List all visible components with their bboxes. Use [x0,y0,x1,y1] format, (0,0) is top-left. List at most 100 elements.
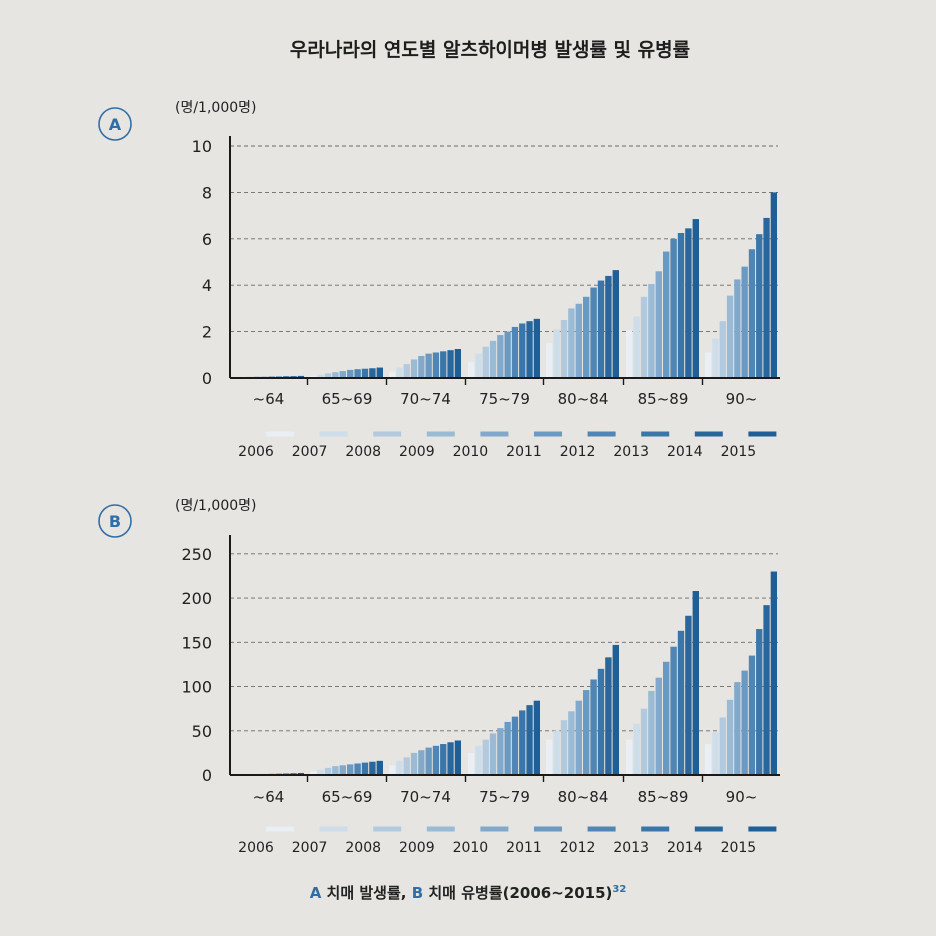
legend-year-label: 2007 [292,840,328,856]
legend-swatch [748,431,777,437]
bar [605,657,612,775]
legend-year-label: 2013 [613,444,649,460]
bar [389,765,396,775]
bar [533,318,540,378]
x-category-label: 85~89 [638,788,689,806]
bar [432,745,440,775]
panel-b: B (명/1,000명) 0 50 100 150 200 250 ~64 65~69 70~74 7… [98,498,780,856]
bar [741,670,748,775]
bar [685,228,692,378]
bar [376,367,383,378]
bar [497,335,504,378]
legend-swatch [534,431,562,437]
legend-swatch [373,431,402,437]
y-tick-label: 0 [202,369,212,388]
x-category-label: 75~79 [479,390,530,408]
bar [712,732,719,775]
bar [376,760,383,775]
legend-swatch [480,431,509,437]
bar [734,682,741,775]
bar [511,326,519,378]
bar [705,744,712,775]
bar [726,295,734,378]
bar [418,355,425,378]
bar [685,615,692,775]
bar [526,321,533,378]
bar [297,772,304,775]
legend-swatch [587,826,616,832]
bar [396,367,403,378]
y-unit-label: (명/1,000명) [175,100,256,116]
bar [339,765,346,775]
bar [705,352,712,378]
legend-swatch [319,826,348,832]
panel-a: A (명/1,000명) 0 2 4 6 8 10 ~64 65~69 70~74 75~79 80~8… [98,100,780,460]
bar [655,271,662,378]
bar [726,699,734,775]
legend-year-label: 2008 [345,840,381,856]
bar [763,605,770,775]
x-category-label: 80~84 [558,390,609,408]
bar [310,375,317,378]
y-tick-label: 8 [202,183,212,202]
bar [361,762,369,775]
bar [640,296,648,378]
caption-b-text: 치매 유병률(2006~2015) [428,884,613,902]
bar [519,710,526,775]
legend-swatch [480,826,509,832]
x-category-label: 70~74 [400,390,451,408]
bar [447,742,454,775]
bar [670,238,677,378]
x-category-label: ~64 [253,788,285,806]
x-category-label: 90~ [726,390,758,408]
legend-swatch [426,826,455,832]
bar [324,373,332,378]
bar [568,308,575,378]
bar [568,711,575,775]
bar [332,372,339,378]
y-tick-label: 100 [181,678,212,697]
x-category-label: 75~79 [479,788,530,806]
y-tick-label: 2 [202,323,212,342]
y-tick-label: 200 [181,589,212,608]
bar [369,761,376,775]
bar [511,716,519,775]
y-tick-label: 0 [202,766,212,785]
caption-ref: 32 [612,884,627,895]
legend-swatch [266,826,294,832]
bar [425,353,432,378]
bar [324,767,332,775]
bar [468,361,475,378]
bar [354,369,361,378]
legend-year-label: 2011 [506,444,542,460]
bar [389,372,396,378]
legend-year-label: 2015 [721,444,757,460]
bar [575,700,582,775]
legend-year-label: 2011 [506,840,542,856]
bar [560,320,568,378]
bar [663,661,670,775]
bar [770,192,777,378]
y-tick-label: 10 [192,137,212,156]
legend-swatch [694,431,723,437]
legend-swatch [641,826,670,832]
bar [504,331,511,378]
bar [692,591,699,775]
legend-year-label: 2008 [345,444,381,460]
caption-b-letter: B [411,884,424,902]
legend-swatch [534,826,562,832]
bar [590,287,597,378]
legend-year-label: 2006 [238,840,274,856]
x-category-label: 65~69 [322,390,373,408]
bar [612,270,619,378]
bar [590,679,597,775]
bar [741,266,748,378]
bar [354,763,361,775]
y-tick-label: 6 [202,230,212,249]
bar [347,369,354,378]
bar [361,368,369,378]
bar [734,279,741,378]
bar [482,346,489,378]
legend-year-label: 2013 [613,840,649,856]
legend-swatch [641,431,670,437]
